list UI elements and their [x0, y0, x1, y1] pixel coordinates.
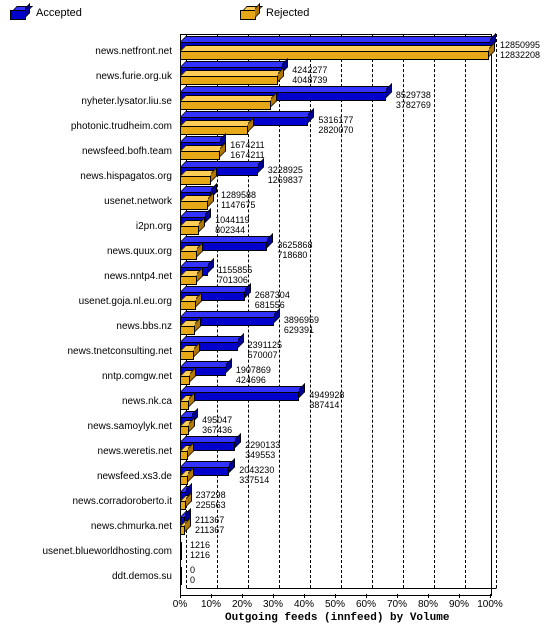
y-category-label: news.furie.org.uk [0, 71, 172, 82]
x-tick-label: 90% [449, 599, 469, 610]
y-category-label: usenet.goja.nl.eu.org [0, 296, 172, 307]
bar-value-rejected: 802344 [215, 225, 245, 235]
bar-value-accepted: 1289588 [221, 190, 256, 200]
chart-container: Accepted Rejected 0% 10% 20% 30% 40% 50% 60% 70… [0, 0, 550, 630]
bar-value-accepted: 237298 [196, 490, 226, 500]
y-category-label: i2pn.org [0, 221, 172, 232]
x-tick-label: 30% [263, 599, 283, 610]
bar-value-accepted: 12850995 [500, 40, 540, 50]
bar-value-rejected: 211367 [195, 525, 224, 535]
x-tick-label: 100% [477, 599, 503, 610]
gridline [372, 34, 373, 588]
y-category-label: news.nk.ca [0, 396, 172, 407]
bar-value-rejected: 701306 [218, 275, 248, 285]
bar-value-accepted: 3896959 [284, 315, 319, 325]
y-category-label: news.netfront.net [0, 46, 172, 57]
x-tick-label: 20% [232, 599, 252, 610]
bar-value-accepted: 4949928 [309, 390, 344, 400]
y-category-label: photonic.trudheim.com [0, 121, 172, 132]
legend-label: Accepted [36, 7, 82, 19]
y-category-label: news.chmurka.net [0, 521, 172, 532]
x-tick-label: 10% [201, 599, 221, 610]
gridline [403, 34, 404, 588]
bar-value-accepted: 1216 [190, 540, 210, 550]
bar-value-accepted: 3625868 [277, 240, 312, 250]
bar-value-accepted: 2043230 [239, 465, 274, 475]
bar-value-accepted: 1674211 [230, 140, 264, 150]
legend-swatch [240, 6, 258, 18]
bar-value-accepted: 2391125 [248, 340, 282, 350]
bar-value-rejected: 349553 [245, 450, 275, 460]
bar-value-rejected: 367436 [202, 425, 232, 435]
bar-value-accepted: 4242277 [292, 65, 327, 75]
bar-value-accepted: 211367 [195, 515, 224, 525]
x-tick-label: 40% [294, 599, 314, 610]
bar-value-rejected: 570007 [248, 350, 278, 360]
bar-value-rejected: 4048739 [292, 75, 327, 85]
x-tick-label: 60% [356, 599, 376, 610]
bar-value-rejected: 424696 [236, 375, 266, 385]
bar-value-accepted: 3228925 [268, 165, 303, 175]
bar-value-accepted: 495047 [202, 415, 232, 425]
bar-value-accepted: 2687304 [255, 290, 290, 300]
bar-value-accepted: 5316177 [318, 115, 353, 125]
x-tick-label: 80% [418, 599, 438, 610]
bar-value-rejected: 718680 [277, 250, 307, 260]
legend-swatch [10, 6, 28, 18]
y-category-label: newsfeed.xs3.de [0, 471, 172, 482]
bar-value-rejected: 387414 [309, 400, 339, 410]
legend: Accepted Rejected [0, 6, 550, 30]
y-category-label: news.hispagatos.org [0, 171, 172, 182]
bar-value-rejected: 225563 [196, 500, 226, 510]
bar-value-accepted: 8529738 [396, 90, 431, 100]
x-axis-title: Outgoing feeds (innfeed) by Volume [225, 612, 449, 624]
bar-value-rejected: 1269837 [268, 175, 303, 185]
y-category-label: news.nntp4.net [0, 271, 172, 282]
bar-value-accepted: 0 [190, 565, 195, 575]
bar-value-rejected: 12832208 [500, 50, 540, 60]
gridline [496, 34, 497, 588]
bar-value-accepted: 1155855 [218, 265, 252, 275]
y-category-label: news.bbs.nz [0, 321, 172, 332]
y-category-label: newsfeed.bofh.team [0, 146, 172, 157]
bar-value-rejected: 2820070 [318, 125, 353, 135]
y-category-label: nyheter.lysator.liu.se [0, 96, 172, 107]
x-tick-label: 50% [325, 599, 345, 610]
bar-value-rejected: 629391 [284, 325, 314, 335]
gridline [465, 34, 466, 588]
bar-value-accepted: 1044119 [215, 215, 249, 225]
y-category-label: news.tnetconsulting.net [0, 346, 172, 357]
bar-value-accepted: 1907869 [236, 365, 271, 375]
y-category-label: usenet.blueworldhosting.com [0, 546, 172, 557]
bar-value-rejected: 1147675 [221, 200, 255, 210]
y-category-label: news.samoylyk.net [0, 421, 172, 432]
bar-value-accepted: 2290133 [245, 440, 280, 450]
bar-value-rejected: 337514 [239, 475, 269, 485]
y-category-label: usenet.network [0, 196, 172, 207]
bar-value-rejected: 3782769 [396, 100, 431, 110]
bar-value-rejected: 0 [190, 575, 195, 585]
x-tick-label: 70% [387, 599, 407, 610]
gridline [434, 34, 435, 588]
bar-value-rejected: 1674211 [230, 150, 264, 160]
legend-label: Rejected [266, 7, 309, 19]
bar-value-rejected: 681556 [255, 300, 285, 310]
y-category-label: ddt.demos.su [0, 571, 172, 582]
y-category-label: news.corradoroberto.it [0, 496, 172, 507]
x-tick-label: 0% [173, 599, 187, 610]
y-category-label: news.weretis.net [0, 446, 172, 457]
y-category-label: news.quux.org [0, 246, 172, 257]
bar-value-rejected: 1216 [190, 550, 210, 560]
y-category-label: nntp.comgw.net [0, 371, 172, 382]
